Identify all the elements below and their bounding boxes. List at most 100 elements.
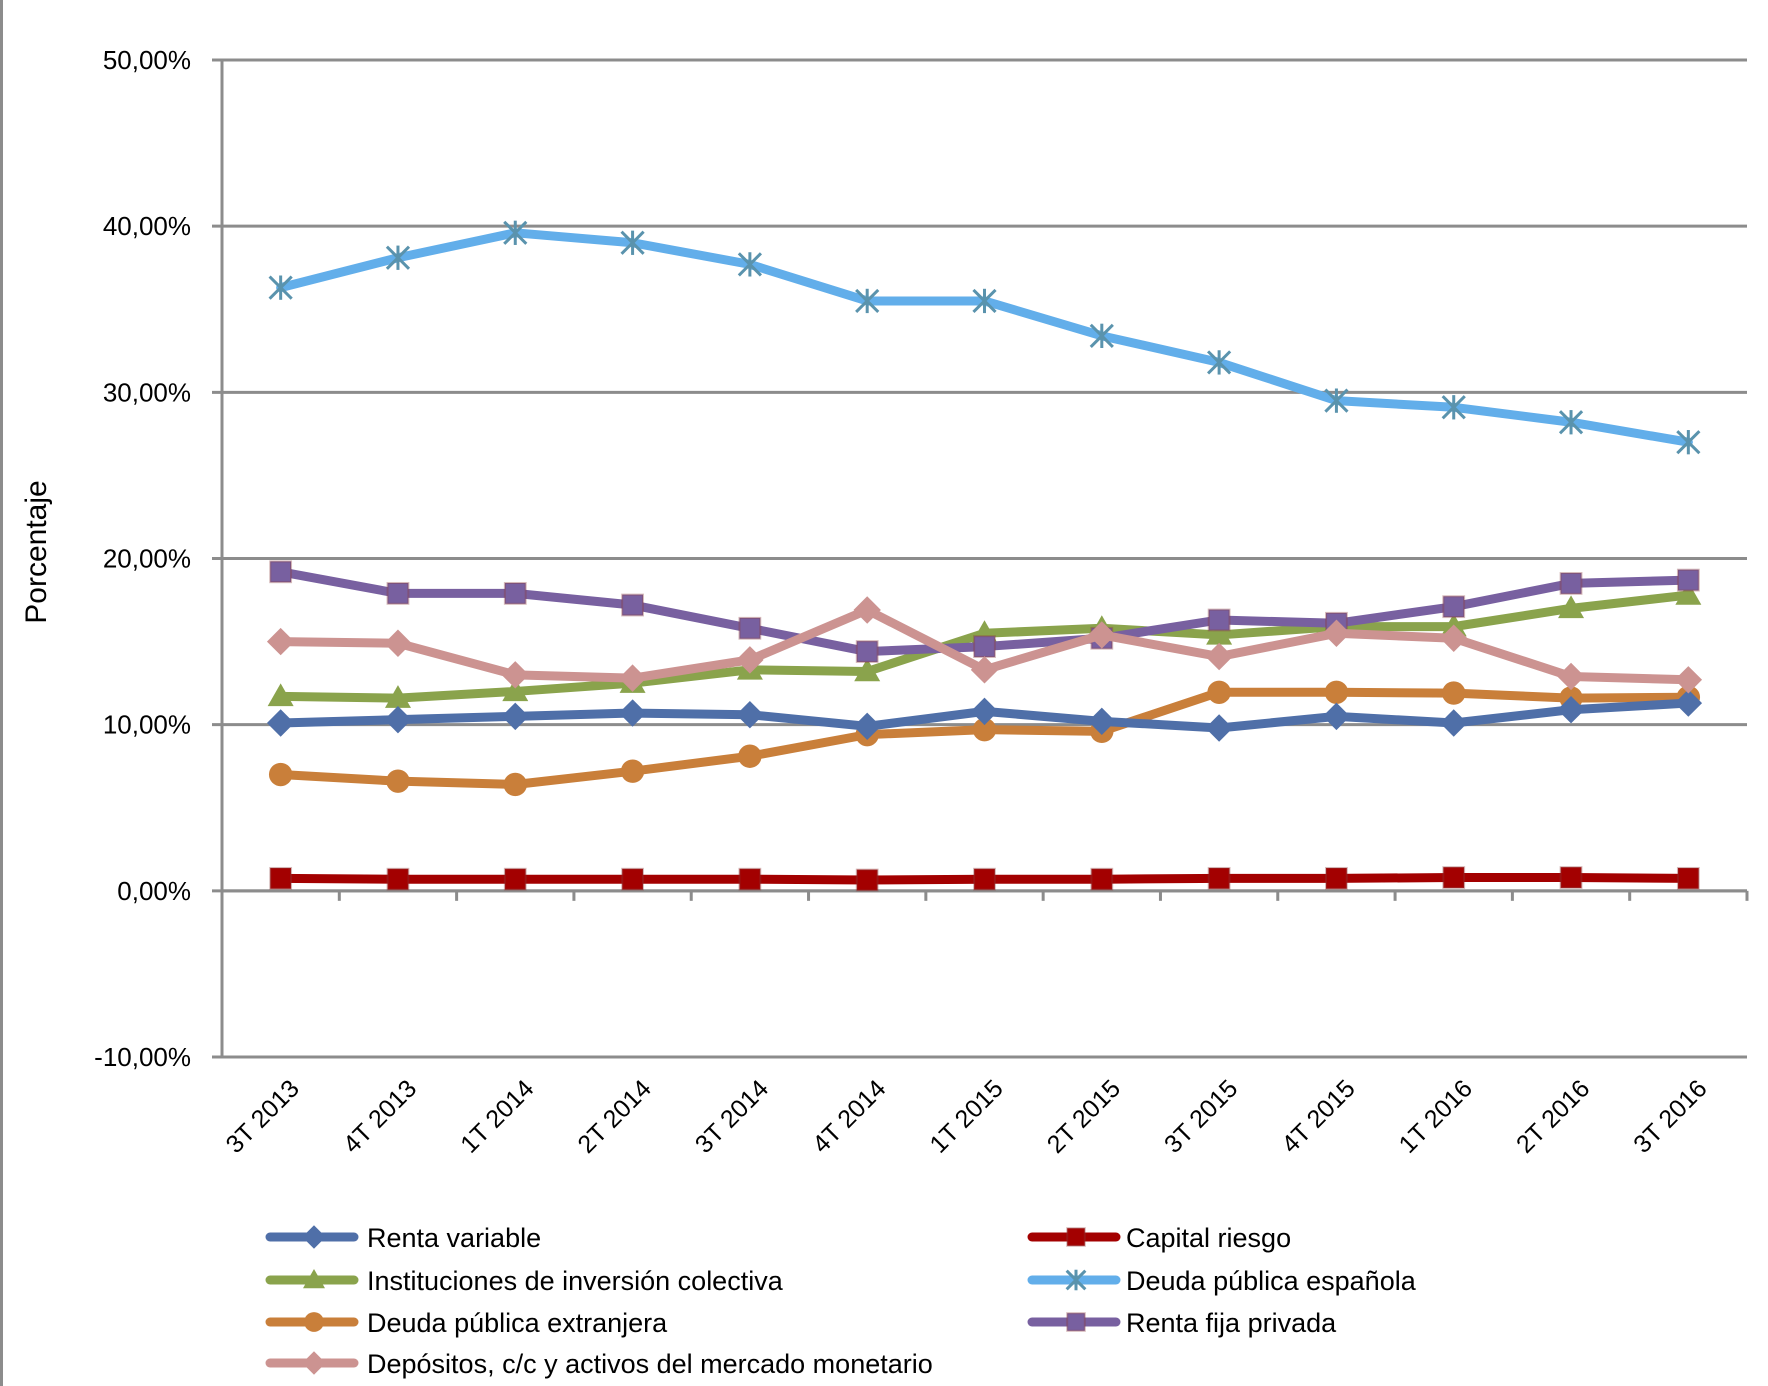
series-dep-sitos-c-c-y-activos-del-mercado-monetario bbox=[266, 596, 1703, 694]
data-point-marker bbox=[620, 230, 645, 255]
data-point-marker bbox=[855, 288, 880, 314]
data-point-marker bbox=[384, 629, 412, 657]
data-point-marker bbox=[266, 709, 295, 737]
data-point-marker bbox=[736, 646, 764, 674]
data-point-marker bbox=[503, 772, 527, 797]
data-point-marker bbox=[973, 635, 996, 658]
data-point-marker bbox=[736, 700, 764, 729]
chart-frame-left-border bbox=[0, 0, 3, 1386]
data-point-marker bbox=[1558, 410, 1584, 435]
legend-item: Renta fija privada bbox=[1027, 1308, 1337, 1338]
data-point-marker bbox=[1557, 662, 1585, 691]
data-point-marker bbox=[1559, 866, 1583, 889]
data-point-marker bbox=[267, 683, 294, 707]
data-point-marker bbox=[738, 616, 762, 640]
data-point-marker bbox=[385, 245, 411, 270]
data-point-marker bbox=[970, 697, 999, 726]
gridlines bbox=[212, 58, 1747, 1059]
y-tick-label: 50,00% bbox=[103, 45, 191, 75]
x-tick-label: 1T 2016 bbox=[1394, 1074, 1478, 1158]
x-tick-label: 3T 2013 bbox=[221, 1074, 305, 1158]
data-point-marker bbox=[1207, 866, 1231, 890]
data-point-marker bbox=[386, 581, 410, 605]
data-point-marker bbox=[737, 252, 762, 277]
data-point-marker bbox=[386, 867, 410, 891]
data-point-marker bbox=[1089, 323, 1114, 348]
data-point-marker bbox=[853, 712, 881, 741]
data-point-marker bbox=[1207, 680, 1231, 704]
y-tick-label: 0,00% bbox=[117, 876, 191, 906]
legend-marker-icon bbox=[304, 1312, 324, 1332]
data-point-marker bbox=[1322, 702, 1351, 731]
data-point-marker bbox=[1676, 866, 1700, 890]
series-group bbox=[266, 220, 1703, 892]
legend-item: Renta variable bbox=[265, 1223, 541, 1253]
y-tick-label: 10,00% bbox=[103, 710, 191, 740]
series-line bbox=[276, 228, 1693, 447]
legend-label: Deuda pública extranjera bbox=[367, 1308, 668, 1338]
data-point-marker bbox=[386, 769, 410, 793]
data-point-marker bbox=[1205, 714, 1233, 742]
data-point-marker bbox=[1207, 350, 1232, 375]
data-point-marker bbox=[972, 288, 997, 314]
data-point-marker bbox=[1442, 595, 1466, 619]
data-point-marker bbox=[1442, 681, 1466, 705]
legend-item: Capital riesgo bbox=[1027, 1223, 1291, 1253]
data-point-marker bbox=[621, 593, 644, 617]
legend-marker-icon bbox=[1065, 1269, 1087, 1291]
data-point-marker bbox=[853, 596, 881, 624]
data-point-marker bbox=[269, 560, 293, 584]
y-tick-label: -10,00% bbox=[94, 1042, 191, 1072]
series-deuda-p-blica-espa-ola bbox=[268, 220, 1701, 455]
legend-marker-icon bbox=[302, 1351, 326, 1375]
data-point-marker bbox=[1325, 866, 1348, 890]
data-point-marker bbox=[970, 656, 999, 684]
x-tick-label: 2T 2016 bbox=[1511, 1074, 1595, 1158]
y-tick-label: 30,00% bbox=[103, 377, 191, 407]
data-point-marker bbox=[1207, 608, 1231, 632]
data-point-marker bbox=[384, 705, 412, 734]
legend-item: Deuda pública extranjera bbox=[265, 1308, 668, 1338]
data-point-marker bbox=[1676, 568, 1700, 592]
data-point-marker bbox=[268, 762, 293, 787]
data-point-marker bbox=[855, 868, 879, 892]
data-point-marker bbox=[1674, 666, 1703, 694]
data-point-marker bbox=[1676, 430, 1701, 455]
y-axis-title: Porcentaje bbox=[20, 480, 53, 623]
data-point-marker bbox=[1674, 689, 1703, 717]
data-point-marker bbox=[618, 699, 647, 727]
data-point-marker bbox=[1442, 866, 1466, 889]
data-point-marker bbox=[1557, 696, 1585, 724]
x-tick-label: 1T 2014 bbox=[455, 1074, 539, 1158]
data-point-marker bbox=[503, 867, 527, 891]
legend-label: Deuda pública española bbox=[1126, 1266, 1417, 1296]
data-point-marker bbox=[503, 220, 528, 245]
x-tick-label: 3T 2014 bbox=[690, 1074, 774, 1158]
data-point-marker bbox=[1324, 680, 1349, 704]
data-point-marker bbox=[738, 744, 762, 768]
data-point-marker bbox=[268, 275, 293, 300]
series-capital-riesgo bbox=[269, 866, 1700, 892]
legend-label: Instituciones de inversión colectiva bbox=[367, 1266, 784, 1296]
legend-marker-icon bbox=[302, 1225, 326, 1249]
legend-marker-icon bbox=[303, 1269, 325, 1289]
data-point-marker bbox=[1440, 624, 1468, 652]
data-point-marker bbox=[502, 678, 529, 702]
data-point-marker bbox=[738, 867, 762, 891]
data-point-marker bbox=[1558, 595, 1585, 619]
x-tick-label: 1T 2015 bbox=[924, 1074, 1008, 1158]
x-axis-tick-labels: 3T 2013 4T 2013 1T 2014 2T 2014 3T 2014 4T 20… bbox=[221, 1074, 1713, 1158]
y-tick-label: 20,00% bbox=[103, 544, 191, 574]
legend-label: Renta fija privada bbox=[1126, 1308, 1337, 1338]
data-point-marker bbox=[621, 867, 644, 891]
data-point-marker bbox=[973, 867, 996, 891]
x-tick-label: 4T 2014 bbox=[807, 1074, 891, 1158]
data-point-marker bbox=[266, 627, 295, 656]
data-point-marker bbox=[854, 658, 881, 682]
data-point-marker bbox=[269, 866, 293, 890]
data-point-marker bbox=[972, 717, 997, 742]
x-tick-label: 2T 2015 bbox=[1042, 1074, 1126, 1158]
data-point-marker bbox=[384, 685, 411, 708]
data-point-marker bbox=[1088, 621, 1116, 649]
data-point-marker bbox=[501, 661, 529, 689]
